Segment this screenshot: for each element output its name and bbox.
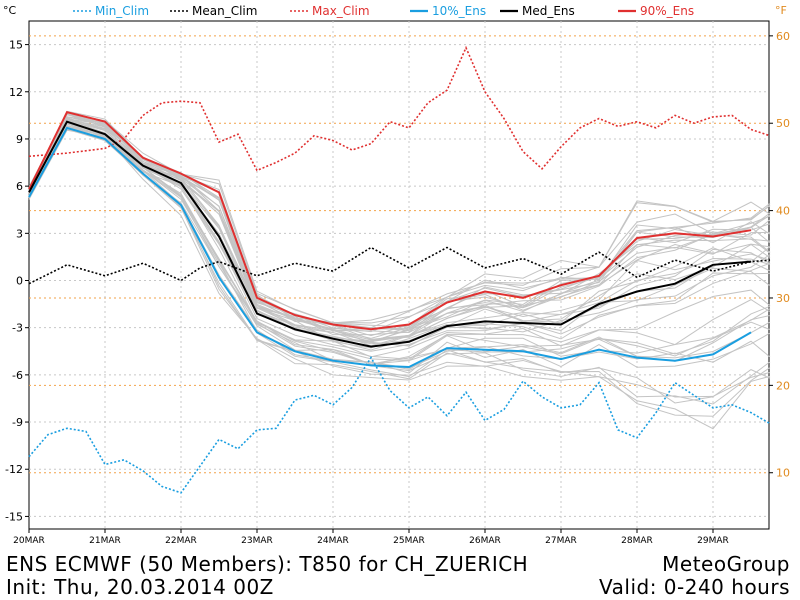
y-tick-label: 9	[16, 133, 23, 146]
ensemble-member-line	[28, 116, 771, 332]
f-tick-label: 40	[776, 205, 790, 218]
y-tick-label: -12	[5, 463, 23, 476]
series-mean-clim	[28, 246, 771, 285]
chart-title: ENS ECMWF (50 Members): T850 for CH_ZUER…	[6, 552, 529, 576]
ensemble-members	[28, 110, 771, 430]
x-tick-label: 29MAR	[697, 536, 729, 546]
x-tick-label: 25MAR	[393, 536, 425, 546]
init-time: Init: Thu, 20.03.2014 00Z	[6, 575, 274, 599]
series-min-clim	[28, 356, 771, 494]
y-tick-label: 15	[9, 39, 23, 52]
x-tick-label: 26MAR	[469, 536, 501, 546]
y-tick-label: -6	[12, 369, 23, 382]
y-tick-label: 0	[16, 275, 23, 288]
y-tick-label: -9	[12, 416, 23, 429]
series-90-ens	[28, 111, 752, 331]
unit-fahrenheit: °F	[775, 4, 787, 17]
y-tick-label: 12	[9, 86, 23, 99]
series-max-clim	[28, 45, 771, 172]
grid	[29, 21, 769, 529]
f-tick-label: 20	[776, 379, 790, 392]
brand-name: MeteoGroup	[662, 552, 790, 576]
x-tick-label: 22MAR	[165, 536, 197, 546]
ensemble-member-line	[28, 127, 771, 405]
unit-celsius: °C	[3, 4, 17, 17]
ensemble-member-line	[28, 122, 771, 365]
ensemble-member-line	[28, 113, 771, 328]
ensemble-member-line	[28, 118, 771, 343]
valid-range: Valid: 0-240 hours	[599, 575, 790, 599]
ensemble-member-line	[28, 125, 771, 398]
y-tick-label: -15	[5, 510, 23, 523]
series	[28, 45, 771, 494]
ensemble-member-line	[28, 118, 771, 342]
series-med-ens	[28, 120, 752, 348]
x-tick-label: 27MAR	[545, 536, 577, 546]
legend-label: Min_Clim	[95, 4, 149, 18]
legend-label: 90%_Ens	[640, 4, 694, 18]
f-tick-label: 10	[776, 467, 790, 480]
plot-frame	[28, 20, 770, 530]
x-tick-label: 21MAR	[89, 536, 121, 546]
x-tick-label: 28MAR	[621, 536, 653, 546]
ensemble-member-line	[28, 112, 771, 330]
ensemble-member-line	[28, 125, 771, 369]
series-10-ens	[28, 126, 752, 369]
legend-label: Max_Clim	[312, 4, 370, 18]
ensemble-member-line	[28, 113, 771, 330]
y-tick-label: 6	[16, 180, 23, 193]
plot-border	[28, 20, 770, 530]
ensemble-member-line	[28, 118, 771, 347]
ensemble-member-line	[28, 113, 771, 329]
ensemble-member-line	[28, 114, 771, 333]
f-tick-label: 30	[776, 292, 790, 305]
ensemble-member-line	[28, 119, 771, 342]
legend: Min_Clim Mean_Clim Max_Clim 10%_Ens Med_Ens 9…	[73, 4, 694, 18]
ensemble-member-line	[28, 129, 771, 430]
f-tick-label: 60	[776, 30, 790, 43]
y-tick-label: -3	[12, 322, 23, 335]
ensemble-member-line	[28, 116, 771, 349]
x-tick-label: 24MAR	[317, 536, 349, 546]
ensemble-member-line	[28, 116, 771, 334]
y-tick-label: 3	[16, 227, 23, 240]
x-tick-label: 23MAR	[241, 536, 273, 546]
ensemble-member-line	[28, 117, 771, 343]
ensemble-member-line	[28, 122, 771, 352]
legend-label: Mean_Clim	[192, 4, 257, 18]
legend-label: Med_Ens	[522, 4, 575, 18]
ensemble-member-line	[28, 118, 771, 347]
f-tick-label: 50	[776, 117, 790, 130]
legend-label: 10%_Ens	[432, 4, 486, 18]
ensemble-member-line	[28, 113, 771, 330]
x-tick-label: 20MAR	[13, 536, 45, 546]
